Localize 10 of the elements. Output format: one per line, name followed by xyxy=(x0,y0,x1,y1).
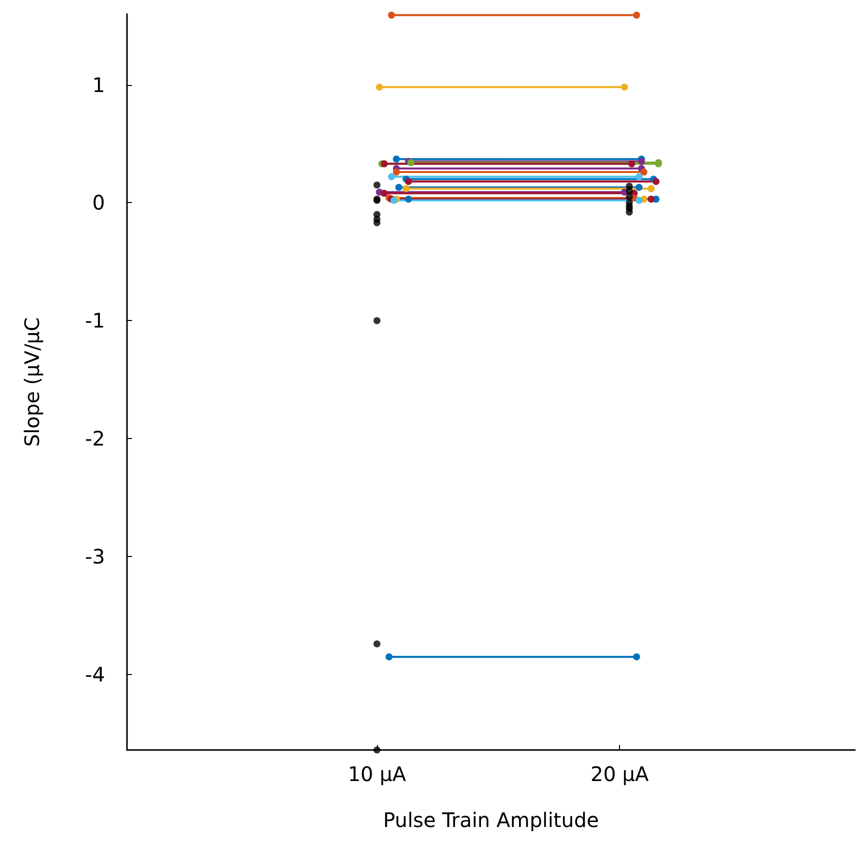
y-axis-title: Slope (µV/µC xyxy=(20,317,44,447)
x-tick-label: 20 µA xyxy=(590,762,650,786)
y-tick-label: -2 xyxy=(85,426,105,451)
y-tick-label: -1 xyxy=(85,308,105,333)
x-axis-title: Pulse Train Amplitude xyxy=(383,808,599,832)
y-tick-label: -4 xyxy=(85,662,105,687)
y-tick-label: 1 xyxy=(92,72,105,97)
y-tick-label: -3 xyxy=(85,544,105,569)
y-tick-label: 0 xyxy=(92,190,105,215)
x-tick-label: 10 µA xyxy=(348,762,406,786)
